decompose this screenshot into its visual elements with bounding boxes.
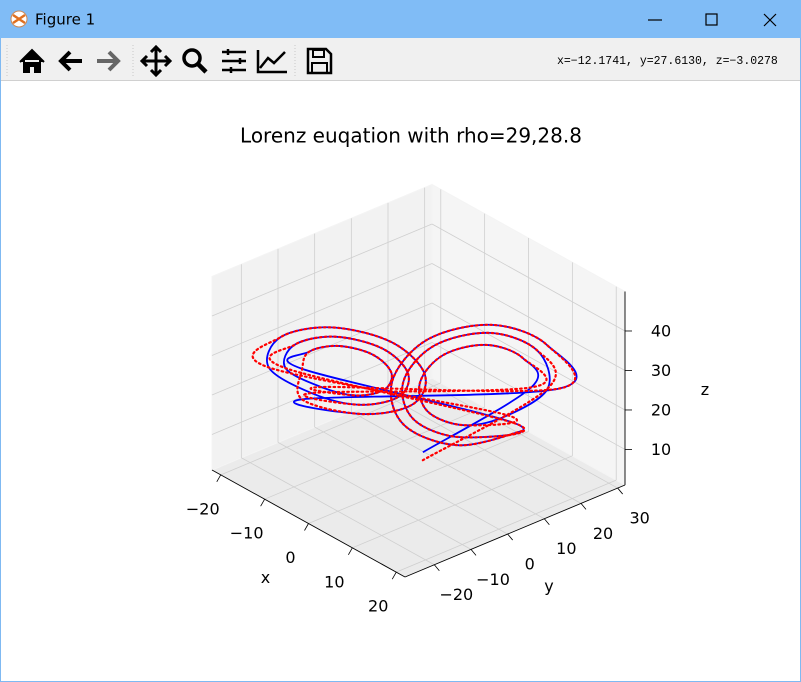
grid-line bbox=[424, 380, 618, 489]
y-tick-label: 20 bbox=[593, 524, 613, 543]
grid-line bbox=[308, 431, 529, 524]
edit-axis-button[interactable] bbox=[256, 50, 287, 74]
y-tick-mark bbox=[580, 503, 587, 510]
y-axis bbox=[404, 484, 626, 578]
x-tick-mark bbox=[348, 547, 353, 556]
grid-line bbox=[211, 263, 433, 356]
title-bar bbox=[0, 0, 801, 38]
z-tick-label: 30 bbox=[651, 361, 671, 380]
y-tick-mark bbox=[544, 518, 550, 525]
x-tick-label: 10 bbox=[324, 572, 344, 591]
grid-line bbox=[277, 442, 472, 550]
grid-line bbox=[431, 263, 626, 371]
forward-button[interactable] bbox=[97, 50, 121, 72]
grid-line bbox=[396, 479, 617, 573]
x-tick-label: 20 bbox=[368, 597, 388, 616]
grid-line bbox=[387, 396, 582, 504]
grid-line bbox=[211, 223, 433, 317]
grid-line bbox=[351, 411, 545, 520]
save-button[interactable] bbox=[306, 47, 333, 75]
grid-line bbox=[314, 426, 508, 535]
grid-line bbox=[352, 455, 573, 549]
y-axis-label: y bbox=[544, 577, 553, 596]
configure-button[interactable] bbox=[222, 49, 246, 73]
grid-line bbox=[211, 302, 433, 396]
y-tick-label: 0 bbox=[525, 555, 535, 574]
close-button[interactable] bbox=[763, 13, 777, 27]
y-tick-mark bbox=[434, 564, 440, 571]
toolbar bbox=[1, 38, 800, 80]
y-tick-label: −10 bbox=[476, 570, 510, 589]
x-axis-label: x bbox=[261, 568, 270, 587]
toolbar-separator bbox=[6, 45, 296, 76]
maximize-button[interactable] bbox=[705, 13, 718, 26]
window-title: Figure 1 bbox=[35, 11, 95, 29]
x-tick-mark bbox=[260, 498, 265, 507]
z-tick-label: 40 bbox=[651, 321, 671, 340]
z-tick-label: 10 bbox=[651, 440, 671, 459]
y-tick-mark bbox=[507, 533, 513, 541]
x-tick-label: −20 bbox=[186, 499, 220, 518]
chart-title: Lorenz euqation with rho=29,28.8 bbox=[240, 124, 582, 148]
y-tick-label: 10 bbox=[556, 539, 576, 558]
x-tick-label: −10 bbox=[230, 524, 264, 543]
x-tick-mark bbox=[216, 474, 222, 483]
x-tick-mark bbox=[304, 523, 309, 531]
pan-button[interactable] bbox=[139, 44, 173, 78]
x-tick-label: 0 bbox=[285, 548, 295, 567]
z-axis-label: z bbox=[701, 380, 709, 399]
back-button[interactable] bbox=[58, 50, 82, 72]
z-tick-label: 20 bbox=[651, 400, 671, 419]
y-tick-mark bbox=[617, 487, 623, 495]
grid-line bbox=[241, 457, 435, 566]
cursor-coordinates: x=−12.1741, y=27.6130, z=−3.0278 bbox=[557, 55, 778, 68]
grid-line bbox=[431, 302, 626, 411]
y-tick-mark bbox=[470, 549, 477, 556]
grid-line bbox=[431, 342, 626, 450]
grid-line bbox=[220, 382, 441, 476]
x-axis bbox=[211, 469, 406, 578]
app-icon bbox=[10, 10, 28, 28]
y-tick-label: 30 bbox=[629, 509, 649, 528]
grid-line bbox=[431, 223, 626, 332]
y-tick-label: −20 bbox=[439, 585, 473, 604]
x-tick-mark bbox=[391, 571, 397, 580]
trajectory-line bbox=[251, 323, 577, 462]
home-button[interactable] bbox=[19, 48, 45, 73]
zoom-button[interactable] bbox=[182, 48, 208, 74]
